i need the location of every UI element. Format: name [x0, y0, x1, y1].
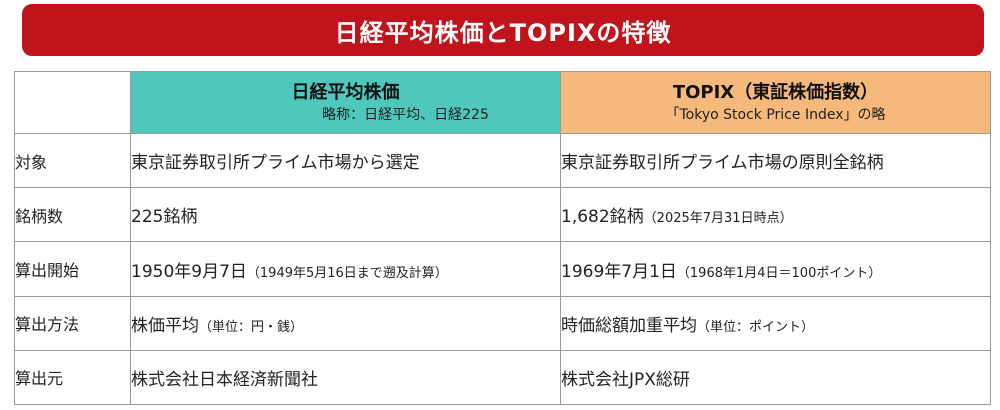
topix-note: （単位：ポイント） — [697, 319, 815, 335]
table-row-source: 算出元 株式会社日本経済新聞社 株式会社JPX総研 — [14, 349, 991, 406]
topix-value: 株式会社JPX総研 — [561, 369, 690, 390]
topix-cell: 時価総額加重平均（単位：ポイント） — [560, 295, 991, 351]
topix-value: 東京証券取引所プライム市場の原則全銘柄 — [561, 153, 884, 174]
table-row-start: 算出開始 1950年9月7日（1949年5月16日まで遡及計算） 1969年7月… — [14, 241, 991, 297]
table-header-row: 日経平均株価 略称：日経平均、日経225 TOPIX（東証株価指数） 「Toky… — [14, 70, 991, 135]
nikkei-cell: 東京証券取引所プライム市場から選定 — [130, 133, 561, 189]
topix-value: 1969年7月1日 — [561, 261, 677, 282]
row-label: 対象 — [14, 133, 131, 189]
nikkei-value: 225銘柄 — [131, 207, 198, 228]
topix-value: 時価総額加重平均 — [561, 315, 697, 336]
topix-cell: 株式会社JPX総研 — [560, 349, 991, 406]
page-title: 日経平均株価とTOPIXの特徴 — [334, 18, 672, 47]
nikkei-note: （1949年5月16日まで遡及計算） — [246, 265, 448, 281]
table-row-count: 銘柄数 225銘柄 1,682銘柄（2025年7月31日時点） — [14, 187, 991, 243]
row-label: 算出元 — [14, 349, 131, 406]
nikkei-value: 東京証券取引所プライム市場から選定 — [131, 153, 420, 174]
nikkei-value: 株式会社日本経済新聞社 — [131, 369, 318, 390]
header-topix-sub: 「Tokyo Stock Price Index」の略 — [665, 106, 886, 123]
header-topix-name: TOPIX（東証株価指数） — [672, 81, 879, 103]
table-row-method: 算出方法 株価平均（単位：円・銭） 時価総額加重平均（単位：ポイント） — [14, 295, 991, 351]
topix-cell: 1969年7月1日（1968年1月4日＝100ポイント） — [560, 241, 991, 297]
topix-note: （1968年1月4日＝100ポイント） — [676, 265, 882, 281]
page-title-banner: 日経平均株価とTOPIXの特徴 — [22, 4, 984, 56]
header-nikkei-name: 日経平均株価 — [291, 81, 400, 103]
header-nikkei: 日経平均株価 略称：日経平均、日経225 — [130, 70, 561, 135]
comparison-table: 日経平均株価 略称：日経平均、日経225 TOPIX（東証株価指数） 「Toky… — [14, 70, 991, 406]
header-corner-cell — [14, 70, 131, 135]
topix-value: 1,682銘柄 — [561, 207, 644, 228]
nikkei-note: （単位：円・銭） — [199, 319, 304, 335]
topix-note: （2025年7月31日時点） — [643, 211, 793, 227]
table-row-target: 対象 東京証券取引所プライム市場から選定 東京証券取引所プライム市場の原則全銘柄 — [14, 133, 991, 189]
nikkei-cell: 株価平均（単位：円・銭） — [130, 295, 561, 351]
topix-cell: 1,682銘柄（2025年7月31日時点） — [560, 187, 991, 243]
row-label: 銘柄数 — [14, 187, 131, 243]
nikkei-cell: 225銘柄 — [130, 187, 561, 243]
header-nikkei-sub: 略称：日経平均、日経225 — [322, 106, 489, 123]
row-label: 算出方法 — [14, 295, 131, 351]
row-label: 算出開始 — [14, 241, 131, 297]
nikkei-value: 1950年9月7日 — [131, 261, 247, 282]
topix-cell: 東京証券取引所プライム市場の原則全銘柄 — [560, 133, 991, 189]
nikkei-cell: 1950年9月7日（1949年5月16日まで遡及計算） — [130, 241, 561, 297]
header-topix: TOPIX（東証株価指数） 「Tokyo Stock Price Index」の… — [560, 70, 991, 135]
nikkei-value: 株価平均 — [131, 315, 199, 336]
nikkei-cell: 株式会社日本経済新聞社 — [130, 349, 561, 406]
